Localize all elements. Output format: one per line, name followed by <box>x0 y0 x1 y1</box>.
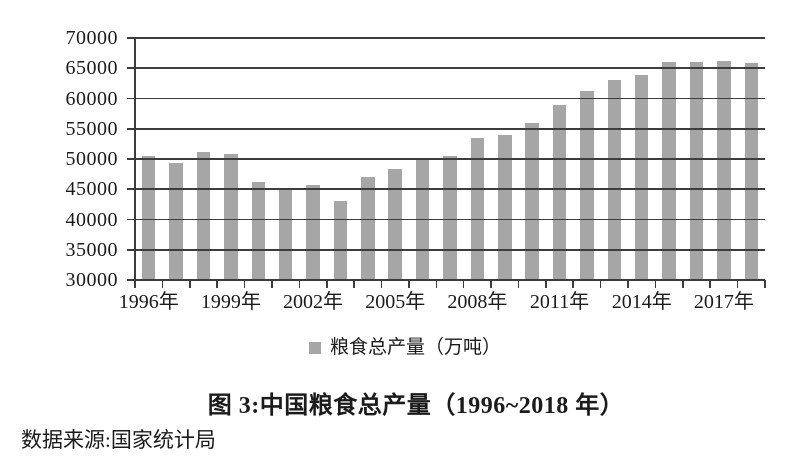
bar-1998年 <box>196 151 211 280</box>
x-tick-13 <box>490 280 492 288</box>
x-tick-label-1999年: 1999年 <box>200 291 261 313</box>
y-tick-65000 <box>127 67 135 70</box>
y-tick-label-35000: 35000 <box>65 238 118 261</box>
gridline-40000 <box>135 218 765 221</box>
bar-1999年 <box>224 153 238 280</box>
x-tick-17 <box>599 280 602 288</box>
x-tick-20 <box>682 280 684 288</box>
y-tick-40000 <box>127 218 135 221</box>
y-axis-line <box>134 38 136 288</box>
bar-2003年 <box>333 200 348 280</box>
x-tick-21 <box>709 280 711 288</box>
bar-2000年 <box>251 181 265 280</box>
data-source: 数据来源:国家统计局 <box>21 428 216 452</box>
x-tick-11 <box>435 280 438 288</box>
x-tick-7 <box>325 280 328 288</box>
gridline-50000 <box>135 158 765 160</box>
x-tick-label-2005年: 2005年 <box>365 291 426 313</box>
gridline-30000 <box>135 279 765 281</box>
legend: 粮食总产量（万吨） <box>308 337 502 358</box>
x-tick-label-2002年: 2002年 <box>283 291 344 313</box>
legend-swatch-icon <box>308 341 321 354</box>
y-tick-55000 <box>127 127 135 130</box>
bar-2017年 <box>717 61 731 280</box>
bar-2015年 <box>662 61 676 280</box>
y-tick-70000 <box>127 37 135 39</box>
x-tick-5 <box>271 280 273 288</box>
x-tick-label-1996年: 1996年 <box>118 291 179 313</box>
x-tick-14 <box>517 280 520 288</box>
bar-2013年 <box>607 80 622 280</box>
x-tick-6 <box>298 280 301 288</box>
gridline-65000 <box>135 67 765 70</box>
bar-2011年 <box>552 105 567 280</box>
x-tick-2 <box>188 280 191 288</box>
y-tick-label-50000: 50000 <box>65 148 118 170</box>
x-tick-label-2014年: 2014年 <box>611 291 672 313</box>
gridline-70000 <box>135 37 765 39</box>
y-tick-label-30000: 30000 <box>65 269 118 291</box>
x-tick-22 <box>736 280 739 288</box>
bar-2016年 <box>689 61 704 280</box>
y-tick-35000 <box>127 248 135 251</box>
y-tick-45000 <box>127 188 135 191</box>
x-tick-4 <box>243 280 246 288</box>
bar-2018年 <box>744 63 759 280</box>
bar-2004年 <box>361 177 375 280</box>
bar-2002年 <box>306 184 320 280</box>
y-tick-50000 <box>127 158 135 160</box>
bar-2010年 <box>525 123 539 280</box>
gridline-45000 <box>135 188 765 191</box>
y-tick-label-60000: 60000 <box>65 87 118 110</box>
x-tick-10 <box>408 280 410 288</box>
x-tick-label-2008年: 2008年 <box>447 291 508 313</box>
x-tick-15 <box>545 280 547 288</box>
x-tick-label-2017年: 2017年 <box>693 291 754 313</box>
bar-2005年 <box>388 168 402 280</box>
y-tick-label-55000: 55000 <box>65 117 118 140</box>
x-tick-18 <box>627 280 629 288</box>
x-tick-8 <box>353 280 355 288</box>
x-tick-12 <box>462 280 465 288</box>
gridline-60000 <box>135 97 765 100</box>
y-tick-label-45000: 45000 <box>65 178 118 201</box>
y-tick-label-70000: 70000 <box>65 27 118 49</box>
y-tick-label-40000: 40000 <box>65 208 118 231</box>
bar-1997年 <box>169 162 183 280</box>
x-tick-label-2011年: 2011年 <box>529 291 590 313</box>
gridline-55000 <box>135 127 765 130</box>
x-tick-3 <box>216 280 218 288</box>
x-tick-16 <box>572 280 575 288</box>
legend-label: 粮食总产量（万吨） <box>329 337 502 358</box>
y-tick-30000 <box>127 279 135 281</box>
x-tick-0 <box>134 280 136 288</box>
y-tick-60000 <box>127 97 135 100</box>
bar-2012年 <box>580 91 594 280</box>
x-tick-1 <box>161 280 164 288</box>
bar-2009年 <box>498 135 512 280</box>
y-tick-label-65000: 65000 <box>65 57 118 80</box>
x-tick-23 <box>764 280 766 288</box>
bar-2008年 <box>470 138 485 280</box>
bar-2001年 <box>278 187 293 280</box>
bar-2014年 <box>634 74 649 280</box>
gridline-35000 <box>135 248 765 251</box>
chart-caption: 图 3:中国粮食总产量（1996~2018 年） <box>207 393 625 419</box>
x-tick-19 <box>654 280 657 288</box>
x-tick-9 <box>380 280 383 288</box>
